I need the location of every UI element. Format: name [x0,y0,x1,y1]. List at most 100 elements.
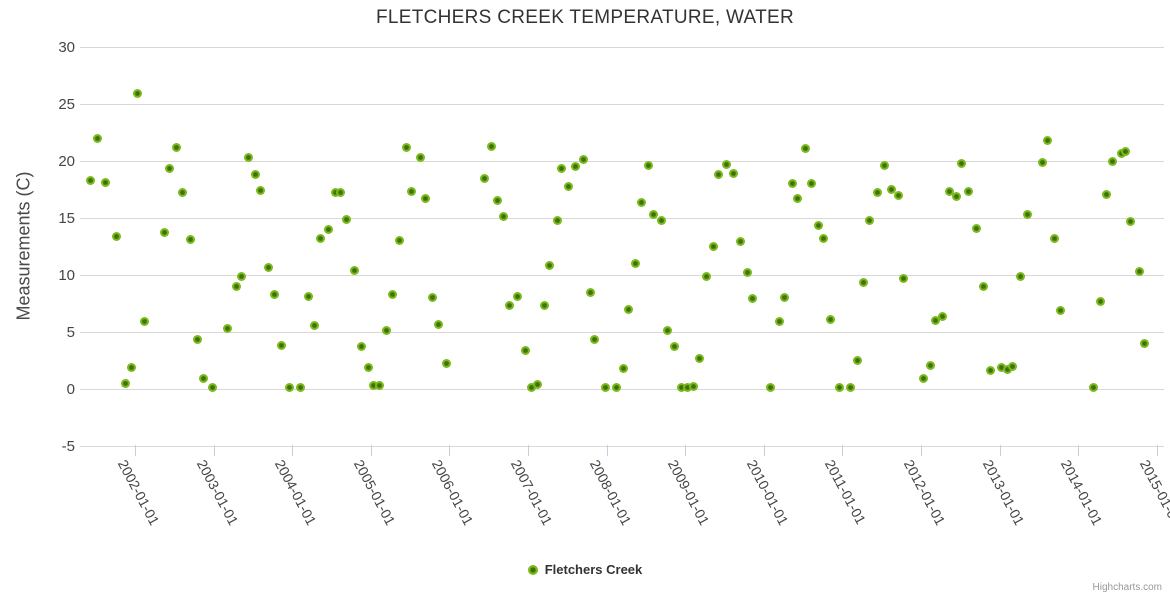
data-point[interactable] [873,188,883,198]
data-point[interactable] [172,142,182,152]
data-point[interactable] [1016,271,1026,281]
data-point[interactable] [951,191,961,201]
data-point[interactable] [689,382,699,392]
data-point[interactable] [601,383,611,393]
data-point[interactable] [557,164,567,174]
data-point[interactable] [683,383,693,393]
data-point[interactable] [369,381,379,391]
data-point[interactable] [132,89,142,99]
data-point[interactable] [1023,210,1033,220]
data-point[interactable] [382,326,392,336]
data-point[interactable] [207,383,217,393]
data-point[interactable] [957,158,967,168]
data-point[interactable] [223,324,233,334]
data-point[interactable] [708,242,718,251]
data-point[interactable] [694,353,704,363]
data-point[interactable] [552,215,562,225]
data-point[interactable] [270,289,280,299]
data-point[interactable] [480,173,490,183]
data-point[interactable] [86,175,96,185]
data-point[interactable] [766,383,776,393]
data-point[interactable] [285,383,295,393]
data-point[interactable] [1002,365,1012,375]
data-point[interactable] [407,187,417,197]
data-point[interactable] [807,179,817,189]
data-point[interactable] [775,317,785,327]
data-point[interactable] [92,133,102,143]
data-point[interactable] [499,212,509,222]
data-point[interactable] [1096,296,1106,306]
data-point[interactable] [1101,189,1111,199]
data-point[interactable] [631,259,641,269]
data-point[interactable] [374,381,384,391]
data-point[interactable] [441,359,451,369]
data-point[interactable] [244,153,254,163]
data-point[interactable] [701,271,711,281]
data-point[interactable] [663,326,673,336]
data-point[interactable] [256,186,266,196]
data-point[interactable] [714,170,724,180]
data-point[interactable] [486,141,496,151]
data-point[interactable] [887,185,897,194]
data-point[interactable] [309,320,319,330]
data-point[interactable] [112,231,122,241]
data-point[interactable] [433,319,443,329]
data-point[interactable] [978,281,988,291]
data-point[interactable] [793,194,803,204]
data-point[interactable] [571,162,581,172]
data-point[interactable] [1043,135,1053,145]
data-point[interactable] [643,161,653,171]
data-point[interactable] [304,292,314,302]
data-point[interactable] [819,234,829,244]
data-point[interactable] [276,341,286,351]
data-point[interactable] [336,188,346,198]
data-point[interactable] [165,164,175,174]
data-point[interactable] [918,374,928,384]
data-point[interactable] [356,342,366,352]
data-point[interactable] [1055,305,1065,315]
data-point[interactable] [236,271,246,281]
data-point[interactable] [925,360,935,370]
data-point[interactable] [192,335,202,345]
data-point[interactable] [779,293,789,303]
data-point[interactable] [178,188,188,198]
data-point[interactable] [198,374,208,384]
data-point[interactable] [330,188,340,198]
data-point[interactable] [748,294,758,304]
data-point[interactable] [1038,157,1048,167]
data-point[interactable] [964,187,974,197]
data-point[interactable] [590,335,600,345]
data-point[interactable] [636,197,646,207]
data-point[interactable] [231,281,241,291]
data-point[interactable] [944,187,954,197]
data-point[interactable] [649,210,659,220]
data-point[interactable] [415,153,425,163]
data-point[interactable] [1135,267,1144,277]
data-point[interactable] [421,194,431,204]
data-point[interactable] [295,383,305,393]
data-point[interactable] [1088,383,1098,393]
data-point[interactable] [100,178,110,188]
data-point[interactable] [1139,338,1149,348]
data-point[interactable] [185,235,195,245]
legend[interactable]: Fletchers Creek [0,562,1170,577]
data-point[interactable] [264,262,274,272]
data-point[interactable] [1008,361,1018,371]
data-point[interactable] [544,261,554,271]
data-point[interactable] [585,287,595,297]
data-point[interactable] [341,214,351,224]
data-point[interactable] [879,161,889,171]
data-point[interactable] [401,142,411,152]
data-point[interactable] [893,190,903,200]
data-point[interactable] [735,237,745,247]
data-point[interactable] [1120,147,1130,157]
data-point[interactable] [388,289,398,299]
data-point[interactable] [526,383,536,393]
data-point[interactable] [996,362,1006,372]
data-point[interactable] [521,345,531,355]
data-point[interactable] [564,181,574,191]
data-point[interactable] [834,383,844,393]
data-point[interactable] [865,215,875,225]
highcharts-credits-link[interactable]: Highcharts.com [1092,582,1162,593]
data-point[interactable] [937,311,947,321]
